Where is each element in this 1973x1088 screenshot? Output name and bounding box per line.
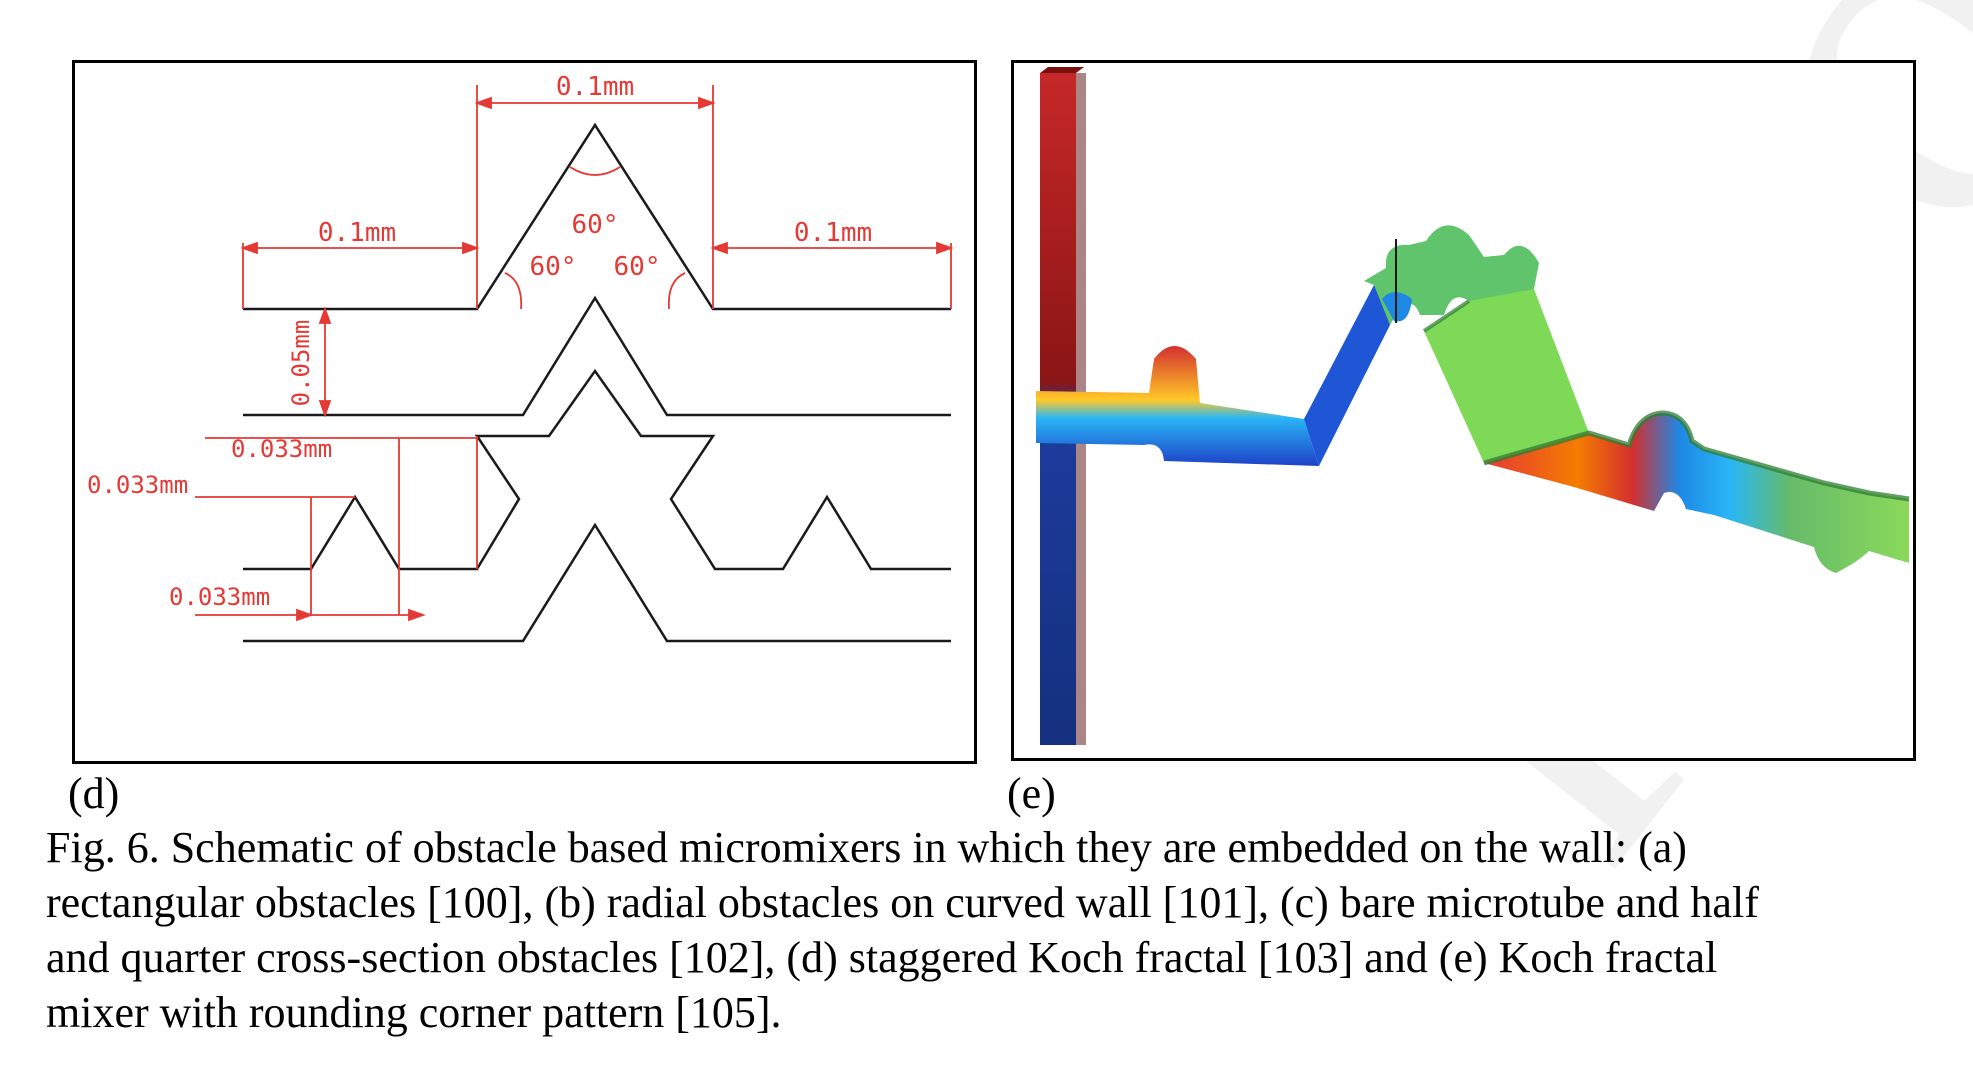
panel-e-simulation <box>1011 60 1916 761</box>
dim-width-top: 0.1mm <box>556 72 634 102</box>
dim-width-right: 0.1mm <box>794 218 872 248</box>
wall-line-2 <box>243 295 951 417</box>
channel-segment-3 <box>1424 289 1589 463</box>
figure-caption: Fig. 6. Schematic of obstacle based micr… <box>46 820 1946 1040</box>
dim-koch-base: 0.033mm <box>169 583 270 611</box>
panel-label-e: (e) <box>1007 769 1056 818</box>
koch-schematic-svg: 0.1mm 0.1mm 0.1mm 60° 60° 60° 0.05mm 0.0… <box>87 72 954 643</box>
panel-d-schematic: 0.1mm 0.1mm 0.1mm 60° 60° 60° 0.05mm 0.0… <box>72 60 977 764</box>
caption-line-4: mixer with rounding corner pattern [105]… <box>46 988 782 1037</box>
dim-angle-right: 60° <box>614 252 661 282</box>
wall-line-3 <box>243 522 951 643</box>
caption-line-3: and quarter cross-section obstacles [102… <box>46 933 1718 982</box>
dim-angle-left: 60° <box>530 252 577 282</box>
channel-segment-2 <box>1304 279 1394 466</box>
caption-line-2: rectangular obstacles [100], (b) radial … <box>46 878 1759 927</box>
dim-width-left: 0.1mm <box>318 218 396 248</box>
panel-label-d: (d) <box>68 769 120 818</box>
channel-segment-4 <box>1484 413 1909 573</box>
mixer-render-svg <box>1036 67 1910 745</box>
koch-fractal-wall-real <box>243 368 951 571</box>
wall-line-1 <box>243 122 951 311</box>
dim-angle-top: 60° <box>572 210 619 240</box>
channel-segment-1 <box>1036 346 1319 466</box>
caption-line-1: Fig. 6. Schematic of obstacle based micr… <box>46 823 1687 872</box>
dim-koch-left: 0.033mm <box>87 471 188 499</box>
dim-gap: 0.05mm <box>287 320 315 407</box>
dim-koch-height: 0.033mm <box>231 435 332 463</box>
